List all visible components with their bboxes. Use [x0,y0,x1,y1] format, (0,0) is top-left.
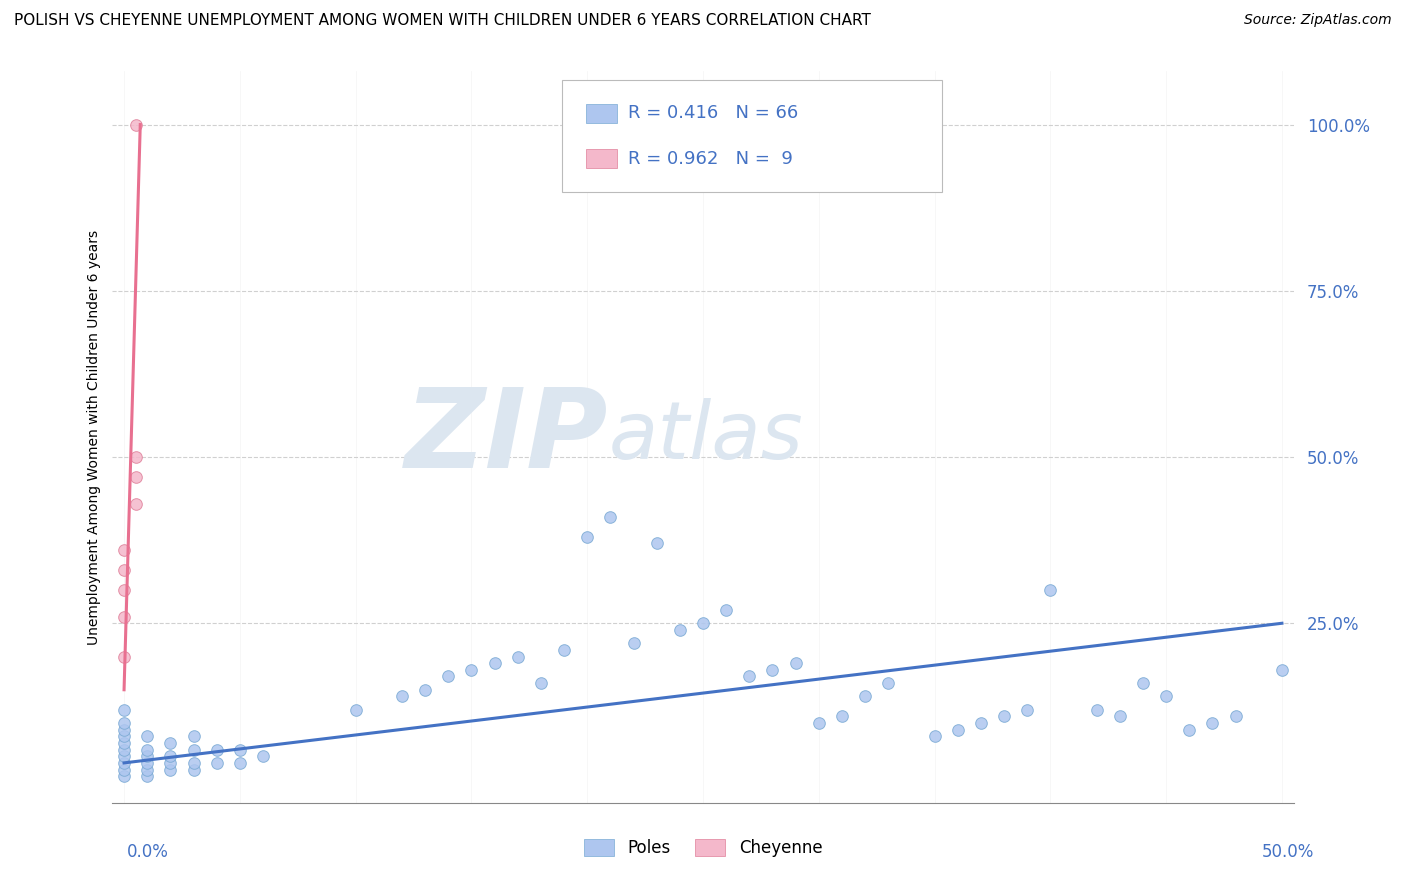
Point [877,676,900,690]
Point [112,716,135,731]
Point [112,736,135,750]
Point [112,609,135,624]
Point [112,723,135,737]
Point [112,742,135,756]
Point [1039,582,1062,597]
Point [112,703,135,717]
Point [112,563,135,577]
Point [460,663,482,677]
Point [124,450,146,464]
Text: 50.0%: 50.0% [1263,843,1315,861]
Point [183,729,205,743]
Point [1225,709,1247,723]
Point [993,709,1015,723]
Point [183,756,205,770]
Point [136,742,159,756]
Text: R = 0.416   N = 66: R = 0.416 N = 66 [628,104,799,122]
Point [1085,703,1108,717]
Point [136,749,159,764]
Y-axis label: Unemployment Among Women with Children Under 6 years: Unemployment Among Women with Children U… [87,229,101,645]
Point [112,582,135,597]
Text: Source: ZipAtlas.com: Source: ZipAtlas.com [1244,13,1392,28]
Point [924,729,946,743]
Point [853,690,876,704]
Point [183,763,205,777]
Point [1017,703,1039,717]
Point [344,703,367,717]
Point [112,543,135,558]
Legend: Poles, Cheyenne: Poles, Cheyenne [576,832,830,864]
Point [645,536,668,550]
Point [159,749,181,764]
Point [1154,690,1177,704]
Point [112,769,135,783]
Point [229,756,252,770]
Point [183,742,205,756]
Point [807,716,830,731]
Point [124,118,146,132]
Text: ZIP: ZIP [405,384,609,491]
Point [136,769,159,783]
Text: POLISH VS CHEYENNE UNEMPLOYMENT AMONG WOMEN WITH CHILDREN UNDER 6 YEARS CORRELAT: POLISH VS CHEYENNE UNEMPLOYMENT AMONG WO… [14,13,870,29]
Point [205,742,228,756]
Point [1201,716,1223,731]
Point [229,742,252,756]
Point [970,716,993,731]
Point [159,756,181,770]
Point [124,497,146,511]
Point [761,663,783,677]
Point [1178,723,1201,737]
Point [576,530,599,544]
Point [159,736,181,750]
Point [1108,709,1130,723]
Point [136,729,159,743]
Point [112,729,135,743]
Point [159,763,181,777]
Point [252,749,274,764]
Point [112,763,135,777]
Point [1271,663,1294,677]
Point [599,509,621,524]
Point [831,709,853,723]
Point [205,756,228,770]
Point [669,623,692,637]
Point [738,669,761,683]
Point [946,723,969,737]
Point [136,756,159,770]
Point [112,649,135,664]
Point [112,756,135,770]
Point [692,616,714,631]
Point [413,682,436,697]
Point [484,656,506,670]
Text: atlas: atlas [609,398,803,476]
Point [714,603,737,617]
Point [506,649,529,664]
Point [136,763,159,777]
Point [623,636,645,650]
Text: 0.0%: 0.0% [127,843,169,861]
Point [124,470,146,484]
Point [391,690,413,704]
Point [785,656,807,670]
Point [553,643,575,657]
Text: R = 0.962   N =  9: R = 0.962 N = 9 [628,150,793,168]
Point [530,676,553,690]
Point [1132,676,1154,690]
Point [437,669,460,683]
Point [112,749,135,764]
